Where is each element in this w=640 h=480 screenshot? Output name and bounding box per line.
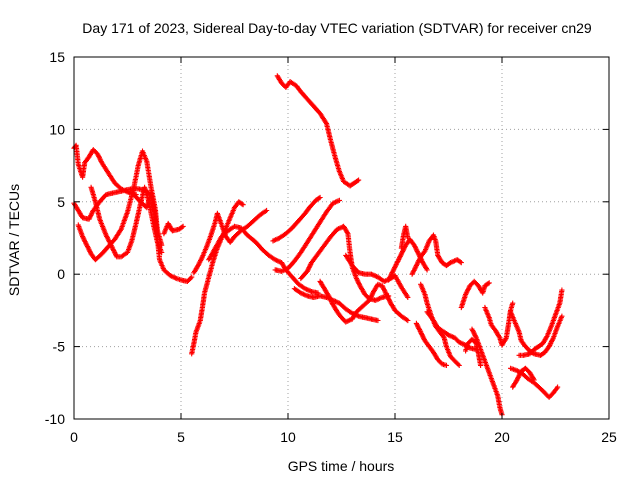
x-axis-label: GPS time / hours	[288, 458, 395, 474]
data-point-trace-29	[555, 384, 561, 390]
data-marks	[71, 73, 565, 418]
data-point-trace-25	[478, 362, 484, 368]
data-point-trace-28	[559, 287, 565, 293]
y-axis-label: SDTVAR / TECUs	[6, 184, 22, 296]
data-point-trace-12	[356, 177, 362, 183]
y-tick-label: 5	[57, 194, 65, 210]
data-point-trace-6	[180, 223, 186, 229]
data-point-trace-5	[188, 275, 194, 281]
x-tick-label: 25	[601, 429, 617, 445]
data-point-trace-15	[405, 317, 411, 324]
data-point-trace-26	[510, 300, 516, 306]
data-point-trace-13	[375, 317, 381, 324]
x-tick-label: 0	[70, 429, 78, 445]
plot-frame	[73, 56, 610, 420]
data-point-trace-23	[485, 281, 491, 287]
data-point-trace-27	[559, 313, 565, 319]
y-tick-label: 10	[49, 121, 65, 137]
data-point-trace-19	[458, 260, 464, 266]
y-tick-label: 15	[49, 49, 65, 65]
data-point-trace-8	[264, 207, 270, 214]
data-point-trace-12	[354, 178, 361, 184]
y-tick-label: -10	[45, 411, 65, 427]
data-point-trace-20	[455, 361, 461, 367]
data-point-trace-11	[336, 197, 342, 203]
data-point-trace-19	[457, 259, 463, 265]
grid	[74, 57, 609, 419]
data-point-trace-20	[456, 362, 462, 368]
data-point-trace-16	[405, 294, 411, 300]
data-point-trace-6	[179, 224, 185, 230]
data-point-trace-7	[239, 201, 245, 207]
x-tick-label: 15	[387, 429, 403, 445]
data-point-trace-10	[316, 195, 322, 201]
data-point-trace-17	[424, 267, 430, 273]
data-point-trace-10	[317, 194, 323, 201]
ticks: 0 5 10 15 20 25 -10 -5 0 5 10 15	[45, 49, 617, 445]
x-tick-label: 10	[280, 429, 296, 445]
data-point-trace-23	[486, 280, 492, 286]
data-point-trace-18	[405, 235, 411, 241]
y-tick-label: -5	[53, 339, 66, 355]
data-point-trace-22	[443, 362, 449, 368]
y-tick-label: 0	[57, 266, 65, 282]
data-point-trace-30	[531, 377, 537, 383]
chart-title: Day 171 of 2023, Sidereal Day-to-day VTE…	[82, 20, 592, 36]
data-point-trace-4	[159, 249, 165, 256]
data-point-trace-7	[240, 202, 246, 208]
data-point-trace-5	[189, 274, 195, 280]
x-tick-label: 20	[494, 429, 510, 445]
x-tick-label: 5	[177, 429, 185, 445]
